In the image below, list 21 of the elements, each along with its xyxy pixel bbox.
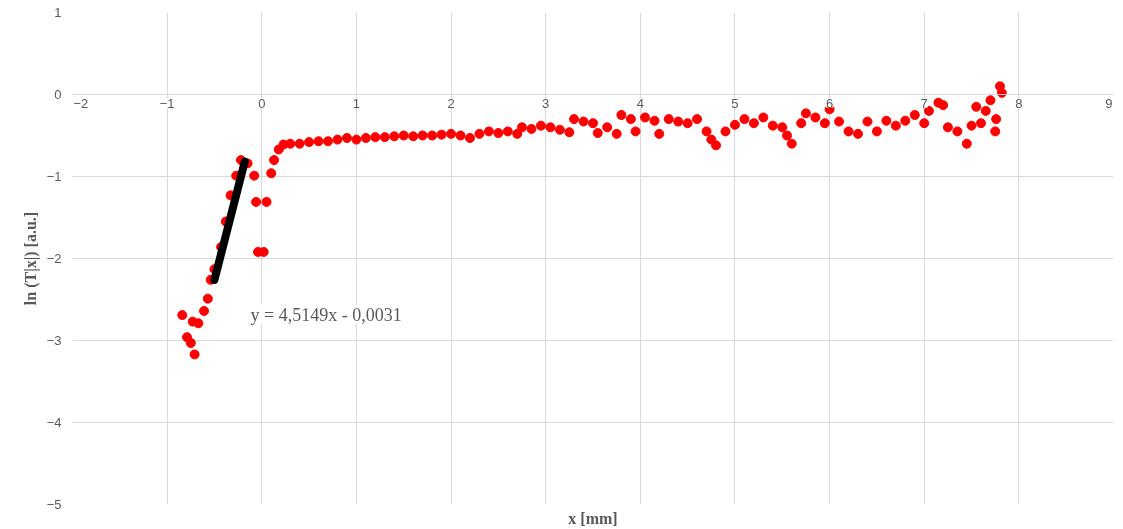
x-tick-label: 9 xyxy=(1105,95,1113,111)
x-tick-label: −1 xyxy=(159,95,175,111)
y-tick-label: −2 xyxy=(46,251,62,266)
y-tick-label: −5 xyxy=(46,497,62,512)
x-tick-label: 1 xyxy=(352,95,361,111)
x-tick-label: 8 xyxy=(1015,95,1023,111)
y-tick-label: 1 xyxy=(54,5,62,20)
x-tick-label: 2 xyxy=(447,95,455,111)
y-tick-label: −4 xyxy=(46,415,62,430)
x-tick-label: −2 xyxy=(73,95,89,111)
x-tick-label: 5 xyxy=(731,95,739,111)
annotation: y = 4,5149x - 0,0031 xyxy=(250,304,402,325)
x-axis-title: x [mm] xyxy=(568,509,618,527)
y-tick-label: −1 xyxy=(46,169,62,184)
x-tick-label: 6 xyxy=(825,95,834,111)
y-tick-label: −3 xyxy=(46,333,62,348)
x-tick-label: 0 xyxy=(258,95,266,111)
y-axis-title: ln (T|x|) [a.u.] xyxy=(21,211,40,306)
x-tick-label: 7 xyxy=(920,95,928,111)
x-tick-label: 4 xyxy=(636,95,644,111)
x-tick-label: 3 xyxy=(542,95,550,111)
